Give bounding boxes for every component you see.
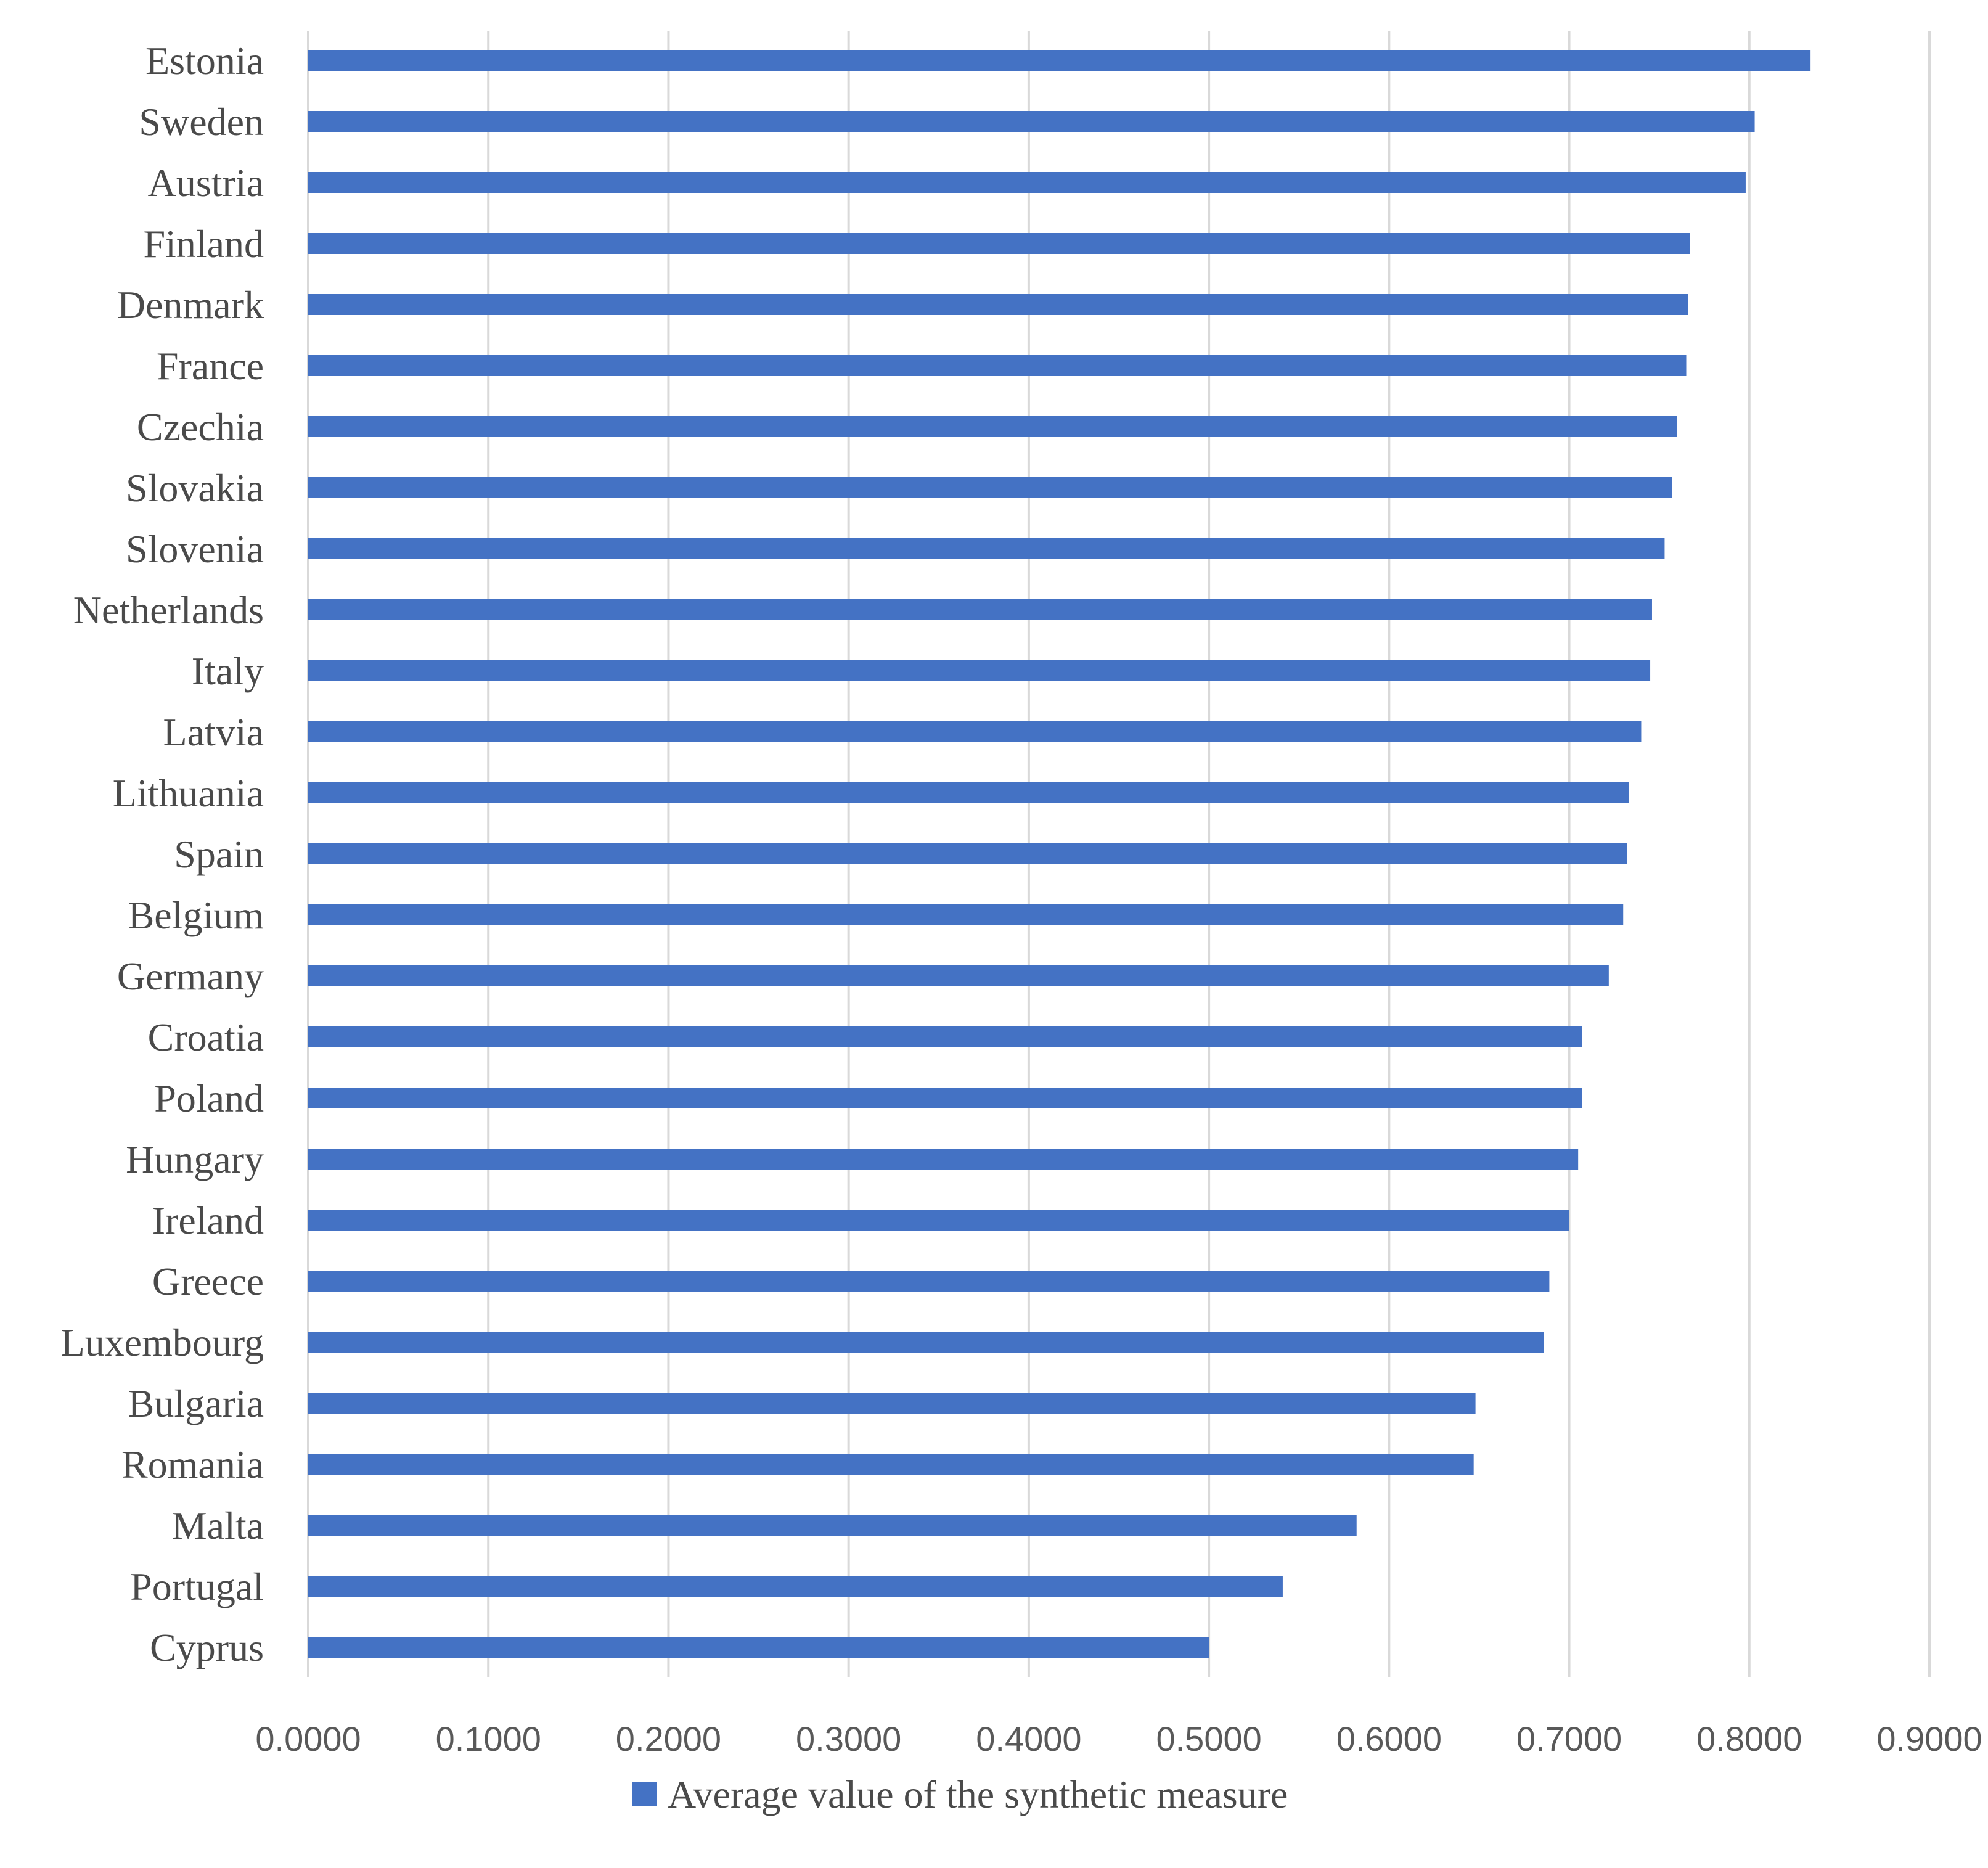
x-tick-label: 0.6000 <box>1336 1719 1442 1758</box>
x-axis-ticks: 0.0000 0.1000 0.2000 0.3000 0.4000 0.5000 0.60… <box>255 1719 1982 1758</box>
x-tick-label: 0.9000 <box>1876 1719 1982 1758</box>
category-label: Croatia <box>148 1015 264 1059</box>
x-tick-label: 0.0000 <box>255 1719 361 1758</box>
category-label: Portugal <box>130 1565 264 1608</box>
category-label: Italy <box>192 649 264 693</box>
category-label: Austria <box>148 161 264 205</box>
bar <box>308 1454 1474 1475</box>
bar <box>308 172 1746 193</box>
category-label: Germany <box>117 954 264 998</box>
x-tick-label: 0.1000 <box>436 1719 541 1758</box>
category-label: Hungary <box>126 1137 264 1181</box>
category-label: Belgium <box>128 893 264 937</box>
category-label: Estonia <box>145 39 264 83</box>
bar <box>308 1271 1550 1292</box>
bar <box>308 1332 1544 1353</box>
category-label: Lithuania <box>113 771 264 815</box>
x-tick-label: 0.4000 <box>976 1719 1081 1758</box>
bar <box>308 843 1627 864</box>
bar <box>308 50 1811 71</box>
bar <box>308 294 1688 315</box>
bar <box>308 1088 1582 1108</box>
category-label: Ireland <box>152 1198 264 1242</box>
bars <box>308 50 1811 1658</box>
bar <box>308 1026 1582 1047</box>
category-label: France <box>157 344 264 388</box>
category-label: Malta <box>172 1504 264 1547</box>
category-label: Latvia <box>163 710 264 754</box>
x-tick-label: 0.7000 <box>1516 1719 1622 1758</box>
bar <box>308 904 1624 925</box>
bar <box>308 355 1687 376</box>
category-label: Greece <box>152 1260 264 1303</box>
legend: Average value of the synthetic measure <box>632 1772 1288 1816</box>
bar <box>308 538 1665 559</box>
category-labels: Estonia Sweden Austria Finland Denmark France… <box>61 39 264 1669</box>
bar <box>308 660 1651 681</box>
category-label: Netherlands <box>73 588 264 632</box>
legend-swatch <box>632 1782 657 1806</box>
bar <box>308 111 1755 132</box>
category-label: Romania <box>121 1443 264 1486</box>
bar <box>308 416 1677 437</box>
category-label: Poland <box>154 1076 264 1120</box>
category-label: Luxembourg <box>61 1321 264 1364</box>
category-label: Sweden <box>139 100 264 144</box>
legend-label: Average value of the synthetic measure <box>668 1772 1288 1816</box>
bar <box>308 1576 1283 1597</box>
bar <box>308 721 1642 742</box>
category-label: Slovakia <box>126 466 264 510</box>
bar <box>308 782 1629 803</box>
bar <box>308 1637 1209 1658</box>
category-label: Slovenia <box>126 527 264 571</box>
bar <box>308 1515 1357 1536</box>
category-label: Bulgaria <box>128 1382 264 1425</box>
bar <box>308 477 1672 498</box>
category-label: Czechia <box>137 405 264 449</box>
category-label: Cyprus <box>150 1626 264 1669</box>
bar <box>308 1149 1579 1170</box>
category-label: Denmark <box>117 283 264 327</box>
category-label: Finland <box>143 222 264 266</box>
bar <box>308 1393 1476 1414</box>
bar <box>308 965 1609 986</box>
bar <box>308 599 1652 620</box>
x-tick-label: 0.8000 <box>1696 1719 1802 1758</box>
bar <box>308 233 1690 254</box>
x-tick-label: 0.2000 <box>616 1719 721 1758</box>
x-tick-label: 0.5000 <box>1156 1719 1261 1758</box>
category-label: Spain <box>174 832 264 876</box>
x-tick-label: 0.3000 <box>796 1719 901 1758</box>
bar <box>308 1210 1569 1231</box>
